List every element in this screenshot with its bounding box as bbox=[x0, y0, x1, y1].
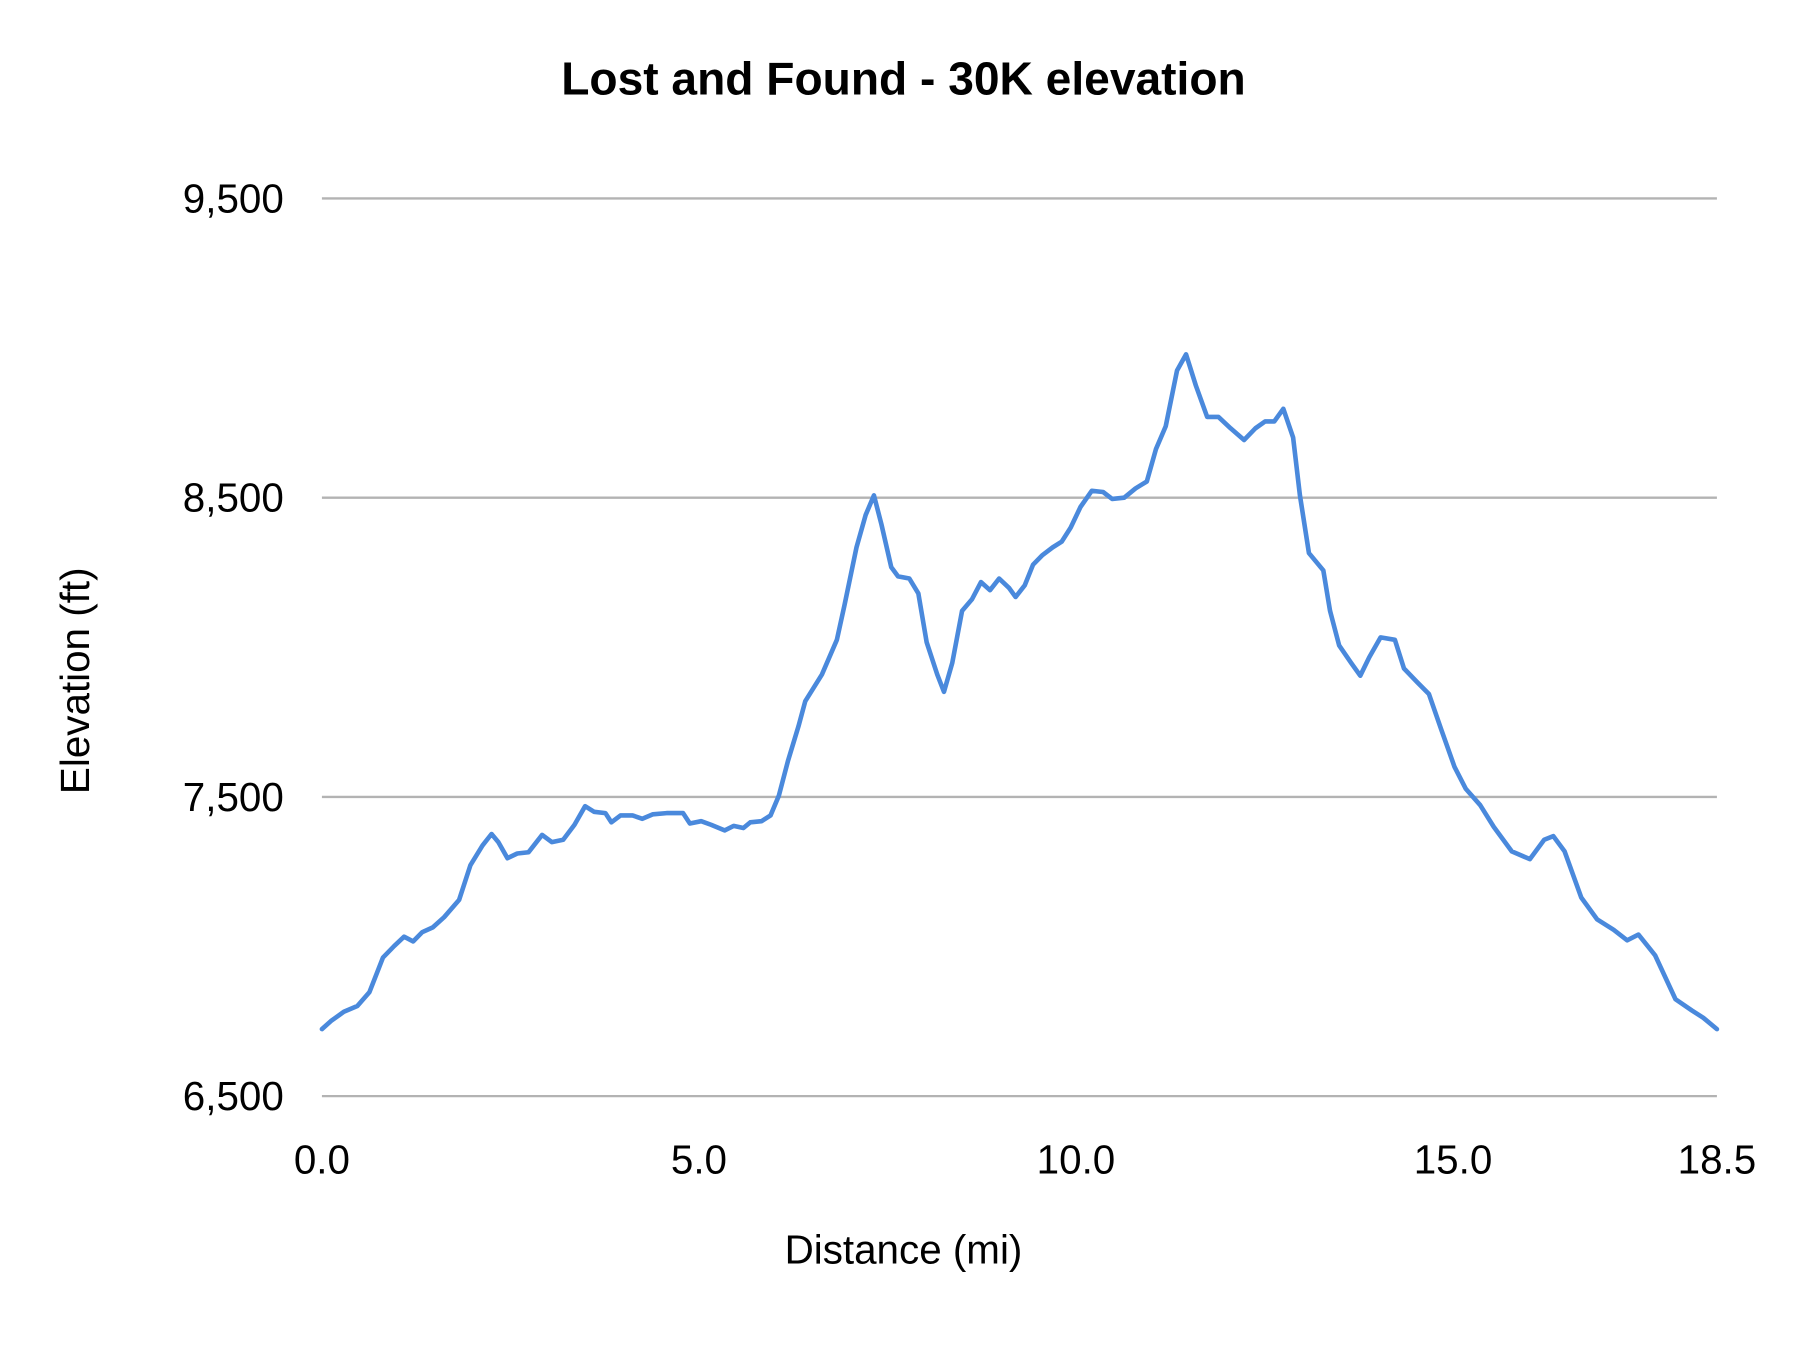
y-tick-label: 6,500 bbox=[183, 1073, 284, 1119]
gridlines bbox=[321, 197, 1717, 1098]
x-axis-label: Distance (mi) bbox=[785, 1226, 1023, 1272]
y-tick-label: 9,500 bbox=[183, 175, 284, 221]
x-tick-label: 10.0 bbox=[1037, 1136, 1116, 1182]
y-axis-label: Elevation (ft) bbox=[52, 567, 98, 794]
y-tick-label: 8,500 bbox=[183, 475, 284, 521]
y-tick-label: 7,500 bbox=[183, 774, 284, 820]
elevation-line bbox=[319, 352, 1720, 1032]
x-tick-label: 15.0 bbox=[1414, 1136, 1493, 1182]
x-tick-label: 18.5 bbox=[1678, 1136, 1757, 1182]
chart-title: Lost and Found - 30K elevation bbox=[561, 53, 1245, 105]
x-tick-label: 5.0 bbox=[671, 1136, 727, 1182]
x-axis-ticks: 0.0 5.0 10.0 15.0 18.5 bbox=[294, 1136, 1756, 1182]
y-axis-ticks: 6,500 7,500 8,500 9,500 bbox=[183, 175, 284, 1119]
x-tick-label: 0.0 bbox=[294, 1136, 350, 1182]
